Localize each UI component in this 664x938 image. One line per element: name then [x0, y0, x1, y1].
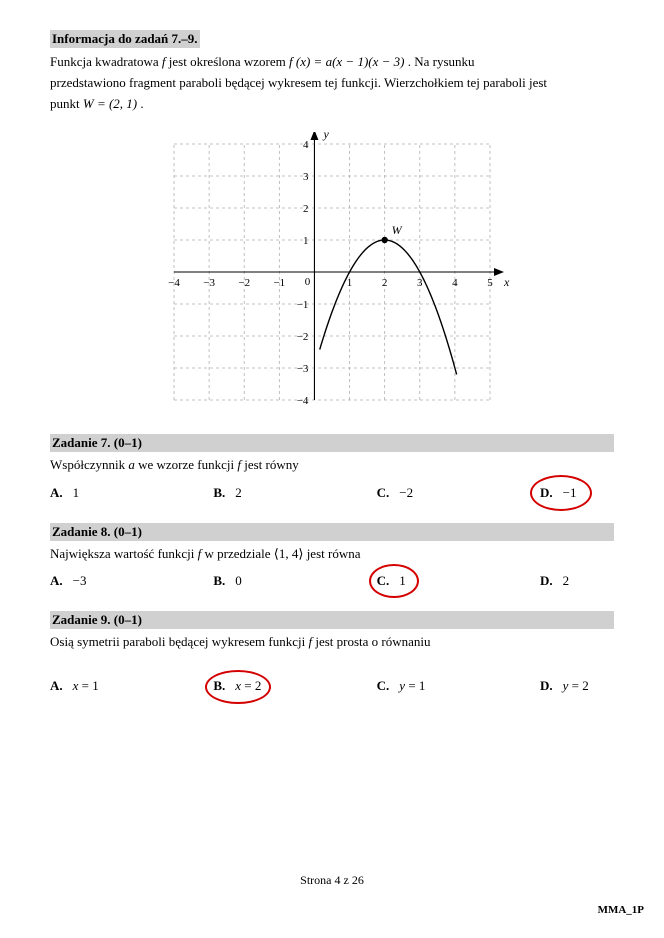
intro-part: . — [137, 96, 144, 111]
option-letter: C. — [377, 485, 390, 501]
option[interactable]: C. −2 — [377, 485, 447, 501]
option-letter: A. — [50, 573, 63, 589]
options-row: A. −3 B. 0 C. 1 D. 2 — [50, 573, 614, 589]
svg-text:1: 1 — [303, 235, 309, 247]
option-letter: D. — [540, 678, 553, 694]
option[interactable]: D. y = 2 — [540, 678, 610, 694]
option-value: 1 — [73, 485, 80, 501]
option[interactable]: B. 0 — [213, 573, 283, 589]
option-value: 2 — [563, 573, 570, 589]
task-header: Zadanie 9. (0–1) — [50, 611, 614, 629]
option-value: −2 — [399, 485, 413, 501]
option-value: x = 1 — [73, 678, 99, 694]
option-value: x = 2 — [235, 678, 261, 694]
option[interactable]: B. x = 2 — [213, 678, 283, 694]
option-letter: A. — [50, 485, 63, 501]
option-value: y = 1 — [399, 678, 425, 694]
option-value: −3 — [73, 573, 87, 589]
exam-page: Informacja do zadań 7.–9. Funkcja kwadra… — [0, 0, 664, 938]
tasks-block: Zadanie 7. (0–1) Współczynnik a we wzorze… — [50, 434, 614, 694]
intro-part: jest określona wzorem — [166, 54, 289, 69]
page-footer: Strona 4 z 26 — [0, 873, 664, 888]
option-letter: B. — [213, 678, 225, 694]
option-value: 2 — [235, 485, 242, 501]
option-letter: A. — [50, 678, 63, 694]
svg-text:5: 5 — [487, 277, 493, 289]
option-letter: B. — [213, 573, 225, 589]
svg-text:4: 4 — [452, 277, 458, 289]
svg-text:−1: −1 — [273, 277, 285, 289]
option[interactable]: A. −3 — [50, 573, 120, 589]
intro-text: Funkcja kwadratowa f jest określona wzor… — [50, 52, 614, 114]
exam-code: MMA_1P — [598, 904, 644, 916]
svg-text:−2: −2 — [238, 277, 250, 289]
svg-text:−4: −4 — [168, 277, 180, 289]
option-letter: B. — [213, 485, 225, 501]
svg-text:3: 3 — [417, 277, 423, 289]
intro-part: przedstawiono fragment paraboli będącej … — [50, 75, 547, 90]
option-value: −1 — [563, 485, 577, 501]
option-letter: D. — [540, 573, 553, 589]
option-letter: C. — [377, 678, 390, 694]
option-letter: D. — [540, 485, 553, 501]
svg-text:y: y — [322, 132, 329, 141]
parabola-chart: −4 −3 −2 −1 0 1 2 3 4 5 −4 −3 −2 −1 1 2 3 4 x y W — [152, 132, 512, 412]
task-question: Współczynnik a we wzorze funkcji f jest … — [50, 455, 614, 475]
option[interactable]: B. 2 — [213, 485, 283, 501]
svg-text:0: 0 — [305, 276, 311, 288]
option[interactable]: C. y = 1 — [377, 678, 447, 694]
svg-text:4: 4 — [303, 139, 309, 151]
option-letter: C. — [377, 573, 390, 589]
option[interactable]: D. 2 — [540, 573, 610, 589]
svg-text:x: x — [503, 275, 510, 289]
options-row: A. x = 1 B. x = 2 C. y = 1 D. y = 2 — [50, 678, 614, 694]
chart-container: −4 −3 −2 −1 0 1 2 3 4 5 −4 −3 −2 −1 1 2 3 4 x y W — [50, 132, 614, 412]
intro-vertex: W = (2, 1) — [83, 96, 137, 111]
option[interactable]: A. x = 1 — [50, 678, 120, 694]
svg-text:−4: −4 — [297, 395, 309, 407]
intro-formula: f (x) = a(x − 1)(x − 3) — [289, 54, 404, 69]
intro-part: Funkcja kwadratowa — [50, 54, 162, 69]
intro-part: punkt — [50, 96, 83, 111]
svg-text:3: 3 — [303, 171, 309, 183]
option-value: 0 — [235, 573, 242, 589]
task-header: Zadanie 8. (0–1) — [50, 523, 614, 541]
task-question: Osią symetrii paraboli będącej wykresem … — [50, 632, 614, 652]
task-question: Największa wartość funkcji f w przedzial… — [50, 544, 614, 564]
svg-text:W: W — [392, 223, 403, 237]
svg-text:−3: −3 — [203, 277, 215, 289]
option[interactable]: C. 1 — [377, 573, 447, 589]
options-row: A. 1 B. 2 C. −2 D. −1 — [50, 485, 614, 501]
svg-text:2: 2 — [303, 203, 309, 215]
option[interactable]: D. −1 — [540, 485, 610, 501]
option-value: 1 — [399, 573, 406, 589]
svg-text:−3: −3 — [297, 363, 309, 375]
svg-text:2: 2 — [382, 277, 388, 289]
svg-text:1: 1 — [347, 277, 353, 289]
intro-part: . Na rysunku — [404, 54, 474, 69]
option-value: y = 2 — [563, 678, 589, 694]
svg-text:−1: −1 — [297, 299, 309, 311]
info-header: Informacja do zadań 7.–9. — [50, 30, 200, 48]
task-header: Zadanie 7. (0–1) — [50, 434, 614, 452]
option[interactable]: A. 1 — [50, 485, 120, 501]
svg-text:−2: −2 — [297, 331, 309, 343]
